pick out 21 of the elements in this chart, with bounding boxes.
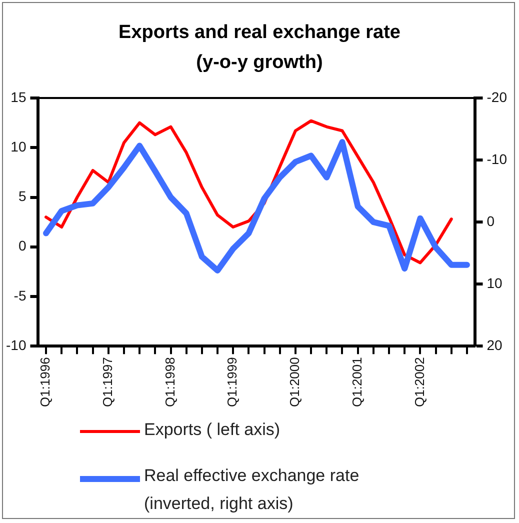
y2-tick-label: -10 bbox=[486, 150, 508, 167]
x-tick-label: Q1:2000 bbox=[287, 357, 302, 407]
y-tick-label: 5 bbox=[18, 188, 26, 204]
y-tick-label: 0 bbox=[18, 238, 26, 254]
x-tick-label: Q1:2002 bbox=[412, 357, 427, 407]
x-tick-label: Q1:2001 bbox=[349, 357, 364, 407]
y2-tick-label: 0 bbox=[486, 212, 495, 229]
y-tick-label: 15 bbox=[10, 88, 26, 105]
y-tick-label: -10 bbox=[6, 336, 26, 353]
x-tick-label: Q1:1998 bbox=[162, 357, 178, 407]
y-tick-label: -5 bbox=[14, 287, 26, 304]
y2-tick-label: 20 bbox=[486, 336, 503, 353]
y2-tick-label: -20 bbox=[486, 88, 508, 105]
legend-label: Real effective exchange rate (inverted, right axis) bbox=[144, 465, 360, 515]
y2-tick-label: 10 bbox=[486, 274, 503, 291]
x-tick-label: Q1:1999 bbox=[224, 357, 240, 407]
x-tick-label: Q1:1997 bbox=[100, 357, 115, 407]
legend-label: Exports ( left axis) bbox=[144, 419, 280, 441]
chart-title: Exports and real exchange rate (y-o-y growth) bbox=[118, 21, 402, 75]
y-tick-label: 10 bbox=[10, 138, 26, 154]
x-tick-label: Q1:1996 bbox=[38, 357, 53, 407]
